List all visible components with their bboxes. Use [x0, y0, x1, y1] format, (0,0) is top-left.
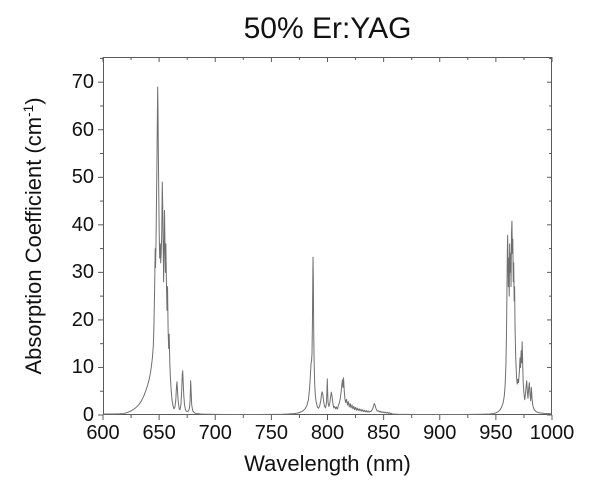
- chart-title: 50% Er:YAG: [243, 12, 412, 45]
- y-axis-label-close: ): [21, 97, 47, 105]
- y-tick-label: 20: [71, 308, 94, 331]
- x-tick-label: 750: [254, 422, 289, 444]
- axes-frame: [103, 57, 552, 415]
- y-tick-label: 30: [71, 261, 94, 284]
- y-tick-label: 50: [71, 166, 94, 189]
- x-tick-label: 1000: [529, 422, 575, 444]
- spectrum-plot-svg: [98, 57, 553, 420]
- y-axis-label-superscript: -1: [20, 104, 36, 117]
- y-tick-label: 70: [71, 71, 94, 94]
- x-axis-label: Wavelength (nm): [244, 451, 411, 476]
- y-tick-label: 60: [71, 118, 94, 141]
- y-tick-label: 0: [82, 404, 94, 426]
- x-tick-label: 650: [142, 422, 176, 444]
- x-tick-label: 900: [423, 422, 457, 444]
- y-tick-label: 40: [71, 213, 94, 236]
- x-tick-label: 700: [198, 422, 232, 444]
- absorption-spectrum-curve: [103, 86, 553, 416]
- y-tick-label: 10: [71, 356, 94, 379]
- y-axis-label-text: Absorption Coefficient (cm: [21, 116, 47, 375]
- x-tick-label: 600: [86, 422, 120, 444]
- plot-area: [98, 57, 553, 420]
- x-tick-label: 850: [366, 422, 401, 444]
- x-tick-label: 800: [310, 422, 345, 444]
- x-tick-label: 950: [479, 422, 513, 444]
